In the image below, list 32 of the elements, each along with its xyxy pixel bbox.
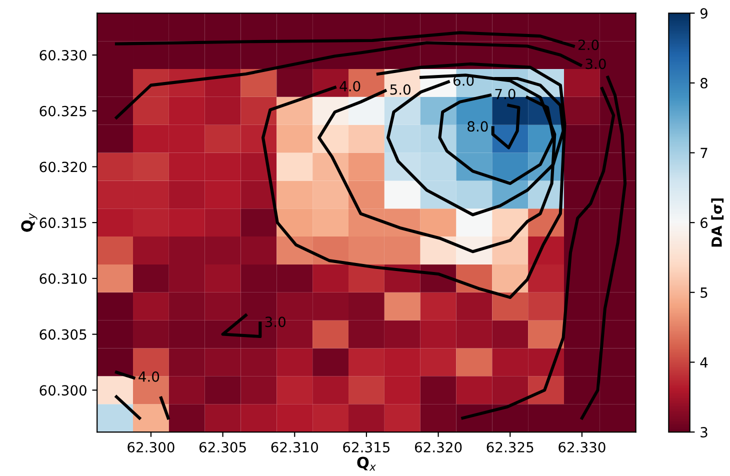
x-tick-label: 62.310	[271, 442, 318, 452]
color-bar-label: 7	[700, 148, 708, 158]
x-tick-label: 62.305	[199, 442, 246, 452]
color-bar-title: DA [σ]	[711, 198, 724, 247]
color-bar-label: 5	[700, 288, 708, 298]
annotation: 4.0	[138, 371, 160, 382]
x-tick-label: 62.320	[414, 442, 462, 452]
annotation: 4.0	[340, 80, 360, 92]
y-tick-label: 60.305	[40, 329, 86, 340]
color-bar-label: 3	[700, 426, 708, 438]
y-axis-title: Q$_{y}$	[21, 213, 38, 232]
x-axis-title: Q$_{x}$	[357, 456, 376, 471]
y-tick-label: 60.310	[40, 273, 86, 284]
annotation: 7.0	[495, 88, 516, 100]
color-bar-label: 9	[700, 8, 708, 19]
annotation: 8.0	[468, 121, 488, 132]
x-tick-label: 62.325	[486, 442, 534, 452]
color-bar-label: 6	[700, 218, 708, 228]
y-tick-label: 60.330	[40, 50, 86, 60]
annotation: 2.0	[578, 40, 599, 50]
annotation: 3.0	[265, 316, 286, 328]
x-tick-label: 62.315	[343, 442, 390, 452]
annotation: 5.0	[390, 84, 410, 95]
y-tick-label: 60.300	[40, 385, 86, 396]
y-tick-label: 60.320	[40, 162, 86, 172]
y-tick-label: 60.315	[40, 218, 86, 228]
annotation: 3.0	[586, 58, 606, 70]
y-tick-label: 60.325	[40, 106, 86, 116]
color-bar-label: 8	[700, 78, 708, 88]
x-tick-label: 62.330	[558, 442, 606, 452]
x-tick-label: 62.300	[128, 442, 174, 452]
color-bar-label: 4	[700, 357, 708, 368]
